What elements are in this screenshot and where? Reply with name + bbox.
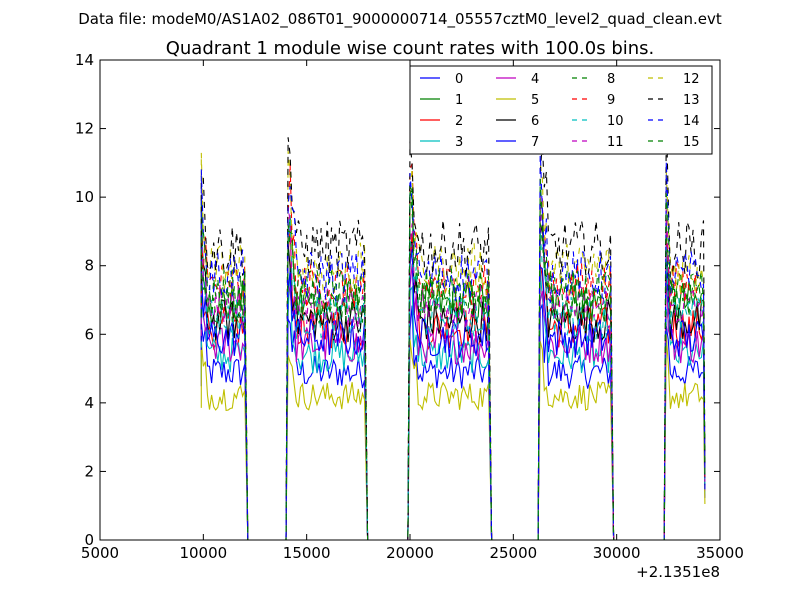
x-tick-label: 10000 [179, 544, 227, 562]
series-line-13 [200, 114, 706, 541]
legend-label: 8 [607, 72, 615, 87]
legend-label: 14 [683, 114, 700, 129]
legend-label: 3 [455, 135, 463, 150]
series-line-4 [200, 261, 706, 541]
series-layer [200, 114, 706, 541]
y-tick-label: 2 [84, 462, 94, 480]
legend-label: 10 [607, 114, 624, 129]
y-tick-label: 10 [75, 188, 94, 206]
series-line-0 [200, 304, 706, 541]
x-tick-label: 30000 [593, 544, 641, 562]
legend-label: 4 [531, 72, 539, 87]
x-offset-label: +2.1351e8 [636, 563, 720, 581]
y-tick-label: 0 [84, 531, 94, 549]
chart-title: Quadrant 1 module wise count rates with … [166, 38, 655, 59]
legend-label: 6 [531, 114, 539, 129]
series-line-2 [200, 229, 706, 541]
series-line-7 [200, 249, 706, 541]
legend-label: 11 [607, 135, 624, 150]
x-tick-label: 5000 [81, 544, 119, 562]
y-tick-label: 14 [75, 51, 94, 69]
y-tick-label: 12 [75, 120, 94, 138]
legend-label: 7 [531, 135, 539, 150]
legend-label: 13 [683, 93, 700, 108]
series-line-8 [200, 188, 706, 541]
legend-label: 1 [455, 93, 463, 108]
x-tick-label: 20000 [386, 544, 434, 562]
legend-label: 0 [455, 72, 463, 87]
legend-label: 2 [455, 114, 463, 129]
legend-frame [409, 65, 713, 155]
series-line-12 [200, 150, 706, 541]
series-line-6 [200, 224, 706, 541]
y-tick-label: 6 [84, 325, 94, 343]
x-tick-label: 25000 [489, 544, 537, 562]
series-line-15 [200, 179, 706, 541]
y-tick-label: 8 [84, 257, 94, 275]
series-line-10 [200, 214, 706, 541]
series-line-5 [200, 334, 706, 541]
series-line-9 [200, 163, 706, 541]
x-tick-label: 35000 [696, 544, 744, 562]
legend-label: 15 [683, 135, 700, 150]
x-tick-label: 15000 [283, 544, 331, 562]
legend-label: 12 [683, 72, 700, 87]
legend-label: 5 [531, 93, 539, 108]
series-line-14 [200, 148, 706, 541]
y-tick-label: 4 [84, 394, 94, 412]
series-line-11 [200, 197, 706, 541]
legend-label: 9 [607, 93, 615, 108]
suptitle: Data file: modeM0/AS1A02_086T01_90000007… [78, 10, 722, 29]
ticks-layer: 5000 10000 15000 20000 25000 30000 35000 0 2 4 6 8 1… [75, 51, 744, 562]
